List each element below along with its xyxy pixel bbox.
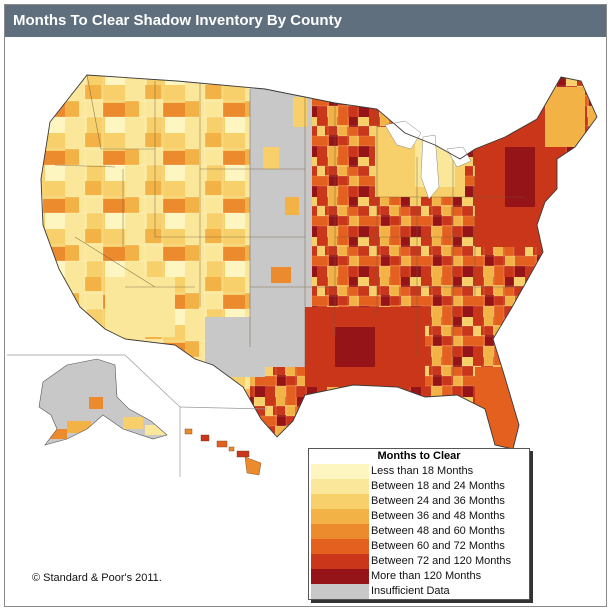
legend-swatch: [311, 569, 369, 584]
legend-item: Between 18 and 24 Months: [311, 479, 527, 494]
legend-item: Between 24 and 36 Months: [311, 494, 527, 509]
legend-swatch: [311, 584, 369, 599]
legend-label: Between 72 and 120 Months: [371, 555, 512, 567]
legend-swatch: [311, 509, 369, 524]
legend-label: More than 120 Months: [371, 570, 482, 582]
legend-swatch: [311, 539, 369, 554]
map-legend: Months to Clear Less than 18 Months Betw…: [308, 448, 530, 600]
legend-item: Between 72 and 120 Months: [311, 554, 527, 569]
legend-item: Between 36 and 48 Months: [311, 509, 527, 524]
legend-label: Less than 18 Months: [371, 465, 474, 477]
legend-item: Less than 18 Months: [311, 464, 527, 479]
legend-label: Insufficient Data: [371, 585, 450, 597]
legend-swatch: [311, 524, 369, 539]
legend-label: Between 18 and 24 Months: [371, 480, 505, 492]
map-title: Months To Clear Shadow Inventory By Coun…: [5, 5, 606, 37]
hawaii-inset: [184, 428, 262, 476]
great-lakes: [384, 120, 472, 200]
alaska-inset: [38, 358, 168, 446]
county-map: [7, 74, 598, 477]
legend-item: Insufficient Data: [311, 584, 527, 599]
map-figure: Months To Clear Shadow Inventory By Coun…: [4, 4, 607, 607]
legend-label: Between 48 and 60 Months: [371, 525, 505, 537]
legend-item: More than 120 Months: [311, 569, 527, 584]
legend-swatch: [311, 554, 369, 569]
legend-swatch: [311, 464, 369, 479]
legend-swatch: [311, 479, 369, 494]
legend-label: Between 60 and 72 Months: [371, 540, 505, 552]
legend-item: Between 60 and 72 Months: [311, 539, 527, 554]
legend-items: Less than 18 Months Between 18 and 24 Mo…: [311, 464, 527, 599]
copyright-text: © Standard & Poor's 2011.: [32, 572, 162, 584]
inset-dividers: [7, 354, 268, 477]
legend-label: Between 36 and 48 Months: [371, 510, 505, 522]
us-outline: [40, 74, 598, 450]
legend-item: Between 48 and 60 Months: [311, 524, 527, 539]
legend-label: Between 24 and 36 Months: [371, 495, 505, 507]
legend-swatch: [311, 494, 369, 509]
legend-title: Months to Clear: [377, 450, 461, 462]
